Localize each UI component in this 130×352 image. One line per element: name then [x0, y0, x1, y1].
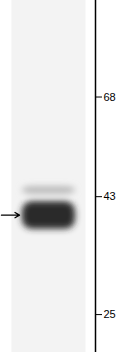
svg-text:68: 68 — [104, 91, 116, 103]
svg-text:43: 43 — [104, 190, 116, 202]
svg-text:25: 25 — [104, 308, 116, 320]
